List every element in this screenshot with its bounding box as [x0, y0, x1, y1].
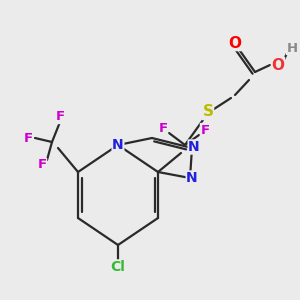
Text: F: F — [200, 124, 210, 136]
Text: Cl: Cl — [111, 260, 125, 274]
Text: F: F — [56, 110, 64, 124]
Text: N: N — [112, 138, 124, 152]
Text: F: F — [38, 158, 46, 172]
Text: S: S — [202, 104, 214, 119]
Text: N: N — [186, 171, 198, 185]
Text: O: O — [229, 35, 242, 50]
Text: F: F — [158, 122, 168, 134]
Text: N: N — [188, 140, 200, 154]
Text: F: F — [23, 131, 33, 145]
Text: O: O — [272, 58, 284, 73]
Text: H: H — [286, 41, 298, 55]
